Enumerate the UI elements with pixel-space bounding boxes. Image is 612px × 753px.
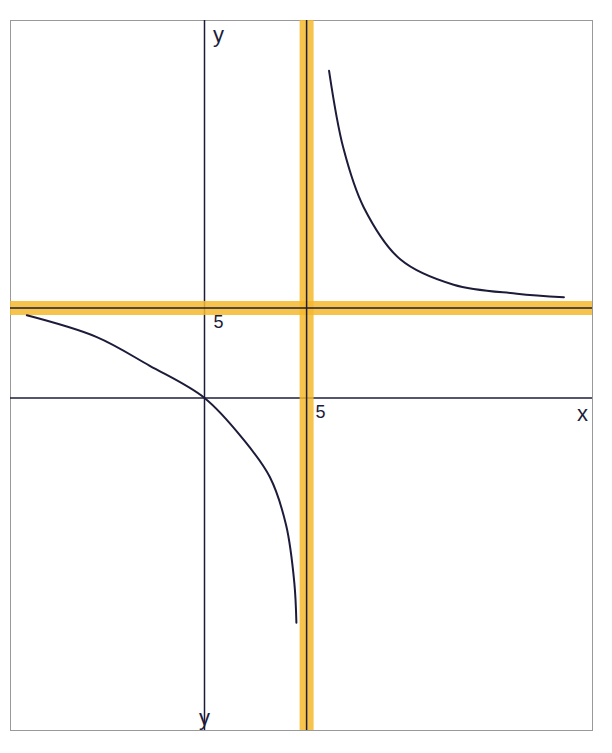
svg-text:y: y bbox=[199, 705, 210, 730]
svg-text:y: y bbox=[213, 22, 224, 47]
svg-text:x: x bbox=[577, 401, 588, 426]
svg-text:5: 5 bbox=[316, 402, 326, 422]
svg-text:5: 5 bbox=[213, 312, 223, 332]
